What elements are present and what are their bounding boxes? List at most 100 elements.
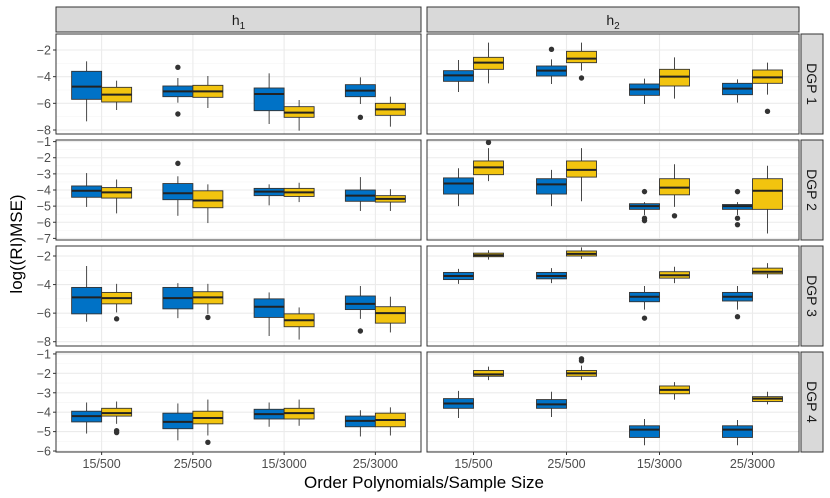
box <box>473 366 504 381</box>
box <box>473 139 504 182</box>
panel <box>426 139 800 241</box>
x-tick-label: 25/3000 <box>730 457 775 471</box>
outlier-point <box>641 315 648 321</box>
outlier-point <box>548 46 555 53</box>
box <box>752 263 783 279</box>
box-body <box>71 286 103 315</box>
y-tick-label: −8 <box>37 335 51 349</box>
box-body <box>752 178 783 210</box>
box <box>192 399 224 445</box>
x-tick-label: 15/3000 <box>262 457 307 471</box>
box <box>566 356 597 381</box>
box <box>443 268 474 284</box>
y-tick-label: −2 <box>37 367 51 381</box>
x-tick-label: 15/3000 <box>637 457 682 471</box>
box <box>374 296 406 333</box>
panel <box>55 351 422 453</box>
panel <box>426 33 800 135</box>
column-strip-letter: h <box>232 12 240 28</box>
outlier-point <box>734 188 741 195</box>
column-strip-subscript: 2 <box>614 21 620 32</box>
outlier-point <box>357 114 364 121</box>
box <box>101 80 133 110</box>
panel <box>55 245 422 347</box>
y-tick-label: −4 <box>37 278 51 292</box>
box <box>344 77 376 121</box>
box <box>752 165 783 234</box>
panel-border <box>426 139 800 241</box>
box <box>71 402 103 434</box>
box-body <box>629 425 660 438</box>
y-tick-label: −5 <box>37 425 51 439</box>
outlier-point <box>485 139 492 146</box>
panel-border <box>55 245 422 347</box>
row-strip <box>800 139 824 241</box>
box-body <box>722 425 753 438</box>
box <box>752 62 783 115</box>
y-tick-label: −6 <box>37 445 51 459</box>
box-body <box>253 298 285 318</box>
outlier-point <box>175 160 181 167</box>
outlier-point <box>734 221 741 228</box>
row-strip-label: DGP 2 <box>804 169 820 211</box>
box <box>71 61 103 122</box>
y-tick-label: −6 <box>37 97 51 111</box>
panel-border <box>55 351 422 453</box>
y-tick-label: −2 <box>37 250 51 264</box>
box <box>283 307 315 340</box>
row-strip <box>800 33 824 135</box>
outlier-point <box>113 316 120 322</box>
box-body <box>536 178 567 195</box>
outlier-point <box>764 108 771 115</box>
outlier-point <box>357 328 364 334</box>
y-tick-label: −2 <box>37 44 51 58</box>
panel-border <box>55 139 422 241</box>
box <box>752 391 783 405</box>
panel-border <box>55 33 422 135</box>
box-body <box>374 306 406 324</box>
box <box>192 184 224 224</box>
box-body <box>71 70 103 100</box>
outlier-point <box>578 358 585 364</box>
column-strip <box>55 6 422 33</box>
box-body <box>192 190 224 209</box>
box-body <box>443 177 474 195</box>
y-tick-label: −7 <box>37 232 51 246</box>
outlier-point <box>578 75 585 81</box>
box <box>629 286 660 321</box>
panel <box>55 33 422 135</box>
box <box>71 266 103 322</box>
y-tick-label: −8 <box>37 124 51 138</box>
box <box>629 188 660 224</box>
panel-border <box>426 245 800 347</box>
y-tick-label: −1 <box>37 347 51 361</box>
box <box>659 57 690 99</box>
box <box>473 42 504 84</box>
outlier-point <box>641 188 648 195</box>
y-tick-label: −1 <box>37 135 51 149</box>
box <box>374 96 406 127</box>
y-tick-label: −4 <box>37 184 51 198</box>
y-tick-label: −6 <box>37 307 51 321</box>
y-tick-label: −5 <box>37 200 51 214</box>
box <box>473 250 504 260</box>
box <box>253 292 285 336</box>
x-tick-label: 15/500 <box>83 457 121 471</box>
y-tick-label: −2 <box>37 151 51 165</box>
box <box>101 283 133 322</box>
panel <box>426 245 800 347</box>
outlier-point <box>205 439 211 445</box>
box <box>162 283 194 319</box>
column-strip-letter: h <box>606 12 614 28</box>
outlier-point <box>671 213 678 219</box>
column-strip-subscript: 1 <box>240 21 246 32</box>
outlier-point <box>734 215 741 221</box>
panel <box>426 351 800 453</box>
box <box>722 419 753 446</box>
box <box>443 60 474 92</box>
box <box>443 390 474 419</box>
y-tick-label: −4 <box>37 406 51 420</box>
panel-background <box>56 352 421 452</box>
outlier-point <box>175 111 181 117</box>
